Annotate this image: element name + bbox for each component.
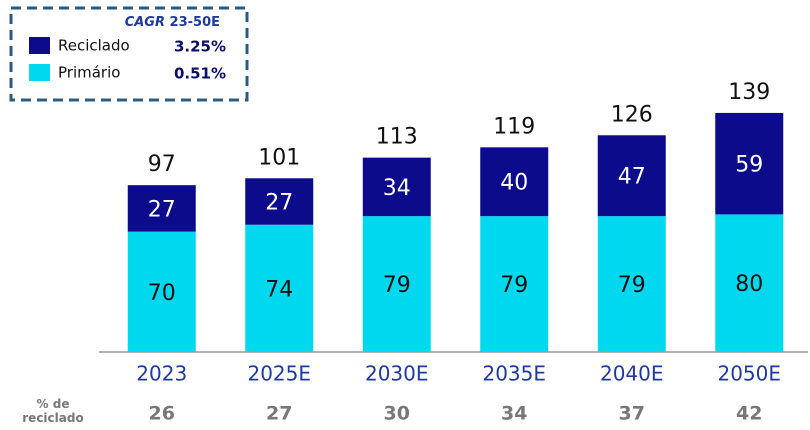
x-tick-label: 2030E (365, 362, 429, 386)
share-value: 26 (149, 403, 175, 425)
bar-segment (362, 157, 431, 217)
value-label: 27 (148, 197, 176, 222)
share-value: 42 (736, 403, 762, 425)
bar-segment (597, 216, 666, 352)
bar-segment (245, 178, 314, 225)
value-label: 47 (618, 165, 646, 190)
bar-segment (480, 216, 549, 352)
legend-swatch (29, 64, 50, 81)
value-label: 80 (735, 272, 763, 297)
x-tick-label: 2040E (600, 362, 664, 386)
x-tick-label: 2025E (247, 362, 311, 386)
total-label: 126 (611, 102, 653, 127)
legend-label: Reciclado (58, 37, 130, 55)
x-tick-label: 2050E (717, 362, 781, 386)
value-label: 79 (383, 273, 411, 298)
value-label: 79 (500, 273, 528, 298)
share-value: 37 (619, 403, 645, 425)
value-label: 70 (148, 281, 176, 306)
total-label: 101 (258, 145, 300, 170)
share-value: 30 (384, 403, 410, 425)
bar-segment (127, 185, 196, 232)
value-label: 79 (618, 273, 646, 298)
legend-label: Primário (58, 64, 120, 82)
total-label: 139 (728, 80, 770, 105)
share-value: 34 (501, 403, 527, 425)
total-label: 97 (148, 152, 176, 177)
total-label: 119 (493, 114, 535, 139)
bar-segment (245, 224, 314, 352)
x-tick-label: 2035E (482, 362, 546, 386)
legend-cagr: 3.25% (174, 38, 226, 56)
legend-title-prefix: CAGR (125, 15, 165, 30)
bar-segment (127, 231, 196, 352)
bar-segment (597, 135, 666, 217)
total-label: 113 (376, 125, 418, 150)
share-value: 27 (266, 403, 292, 425)
legend-title: CAGR 23-50E (125, 15, 220, 30)
legend-title-suffix: 23-50E (170, 15, 220, 30)
legend-box (9, 6, 249, 102)
value-label: 34 (383, 176, 411, 201)
bar-segment (362, 216, 431, 352)
value-label: 40 (500, 171, 528, 196)
value-label: 59 (735, 153, 763, 178)
bar-segment (715, 214, 784, 352)
legend-cagr: 0.51% (174, 65, 226, 83)
value-label: 27 (265, 191, 293, 216)
value-label: 74 (265, 277, 293, 302)
share-label: % de reciclado (22, 397, 84, 425)
bar-segment (480, 147, 549, 217)
legend-swatch (29, 37, 50, 54)
x-tick-label: 2023 (136, 362, 187, 386)
bar-segment (715, 112, 784, 215)
